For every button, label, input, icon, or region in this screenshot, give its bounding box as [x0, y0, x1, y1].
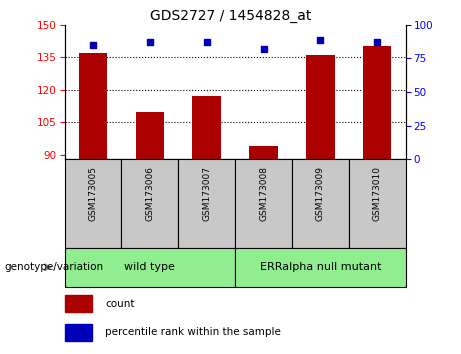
- Text: GDS2727 / 1454828_at: GDS2727 / 1454828_at: [150, 9, 311, 23]
- Text: ERRalpha null mutant: ERRalpha null mutant: [260, 262, 381, 272]
- Text: genotype/variation: genotype/variation: [5, 262, 104, 272]
- Text: GSM173009: GSM173009: [316, 166, 325, 221]
- Bar: [349, 159, 406, 248]
- Bar: [235, 159, 292, 248]
- Text: count: count: [106, 299, 135, 309]
- Text: GSM173008: GSM173008: [259, 166, 268, 221]
- Bar: [363, 46, 391, 159]
- Bar: [65, 248, 235, 287]
- Bar: [249, 146, 278, 159]
- Bar: [65, 324, 92, 341]
- Point: [373, 39, 381, 45]
- Bar: [235, 248, 406, 287]
- Bar: [193, 96, 221, 159]
- Point: [317, 37, 324, 42]
- Text: wild type: wild type: [124, 262, 175, 272]
- Text: percentile rank within the sample: percentile rank within the sample: [106, 327, 281, 337]
- Bar: [65, 159, 121, 248]
- Bar: [136, 112, 164, 159]
- Bar: [178, 159, 235, 248]
- Bar: [306, 55, 335, 159]
- Text: GSM173006: GSM173006: [145, 166, 154, 221]
- Text: GSM173010: GSM173010: [373, 166, 382, 221]
- Text: GSM173007: GSM173007: [202, 166, 211, 221]
- Text: GSM173005: GSM173005: [89, 166, 97, 221]
- Bar: [79, 53, 107, 159]
- Point: [146, 39, 154, 45]
- Bar: [292, 159, 349, 248]
- Bar: [65, 296, 92, 312]
- Point: [89, 42, 97, 48]
- Point: [203, 39, 210, 45]
- Bar: [121, 159, 178, 248]
- Point: [260, 46, 267, 52]
